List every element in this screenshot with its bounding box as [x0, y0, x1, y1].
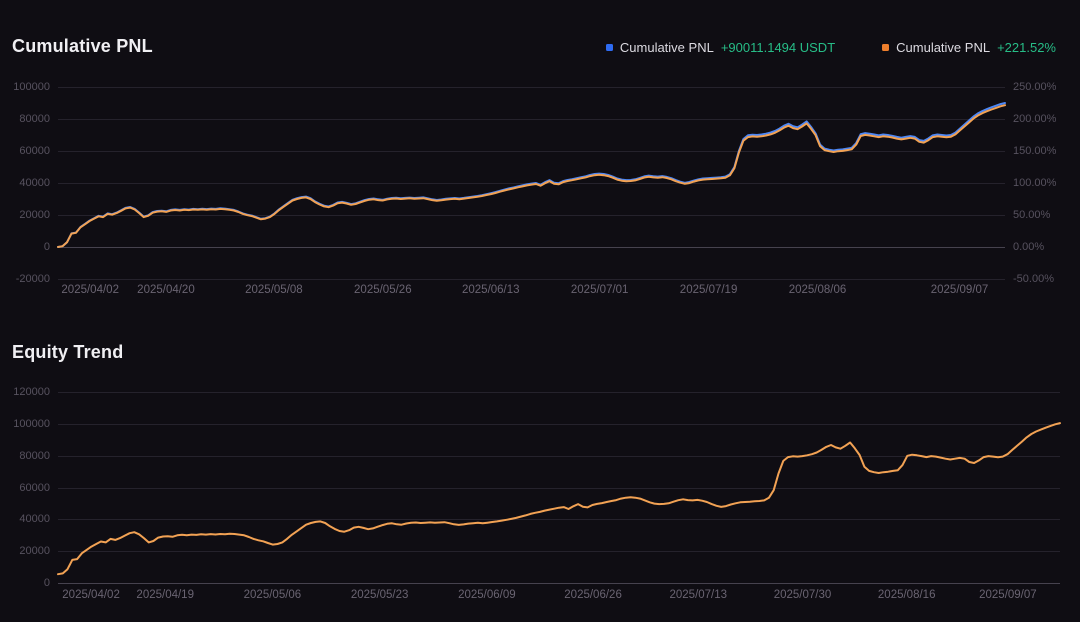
y-axis-tick-left: 40000 — [19, 176, 50, 189]
y-axis-tick-left: 100000 — [13, 417, 50, 430]
pnl-legend: Cumulative PNL +90011.1494 USDT Cumulati… — [605, 40, 1056, 55]
cumulative-pnl-plot-area[interactable] — [57, 87, 1006, 280]
x-axis-tick: 2025/08/06 — [788, 284, 847, 296]
legend-swatch-orange-icon — [882, 44, 890, 51]
y-axis-tick-left: 20000 — [19, 544, 50, 557]
legend-value-usdt: +90011.1494 USDT — [720, 40, 836, 55]
x-axis-tick: 2025/06/26 — [564, 589, 622, 601]
y-axis-tick-left: 60000 — [19, 144, 50, 157]
y-axis-tick-left: 0 — [43, 576, 50, 589]
y-axis-tick-left: 100000 — [13, 80, 50, 93]
y-axis-tick-right: 0.00% — [1013, 240, 1045, 253]
cumulative-pnl-percent-line — [57, 104, 1006, 248]
legend-item-pnl-usdt[interactable]: Cumulative PNL +90011.1494 USDT — [605, 40, 836, 55]
cumulative-pnl-usdt-line — [57, 102, 1006, 248]
y-axis-tick-right: 150.00% — [1013, 144, 1057, 157]
x-axis-tick: 2025/05/06 — [243, 589, 302, 601]
legend-item-pnl-percent[interactable]: Cumulative PNL +221.52% — [882, 40, 1056, 55]
y-axis-tick-left: 80000 — [19, 112, 50, 125]
legend-value-percent: +221.52% — [997, 40, 1056, 55]
x-axis-tick: 2025/07/01 — [570, 284, 629, 296]
equity-trend-plot-area[interactable] — [57, 392, 1061, 584]
y-axis-tick-left: 40000 — [19, 512, 50, 525]
y-axis-tick-right: 250.00% — [1013, 80, 1057, 93]
x-axis-tick: 2025/04/19 — [136, 589, 194, 601]
x-axis-tick: 2025/07/13 — [669, 589, 728, 601]
y-axis-tick-right: 100.00% — [1013, 176, 1057, 189]
x-axis-tick: 2025/09/07 — [979, 589, 1037, 601]
y-axis-tick-left: -20000 — [15, 272, 50, 285]
x-axis-tick: 2025/08/16 — [877, 589, 936, 601]
legend-swatch-blue-icon — [605, 44, 613, 51]
x-axis-tick: 2025/05/08 — [245, 284, 303, 296]
x-axis-tick: 2025/05/23 — [350, 589, 409, 601]
equity-trend-title: Equity Trend — [12, 342, 124, 362]
y-axis-tick-left: 120000 — [13, 385, 50, 398]
y-axis-tick-left: 80000 — [19, 449, 50, 462]
x-axis-tick: 2025/07/30 — [773, 589, 832, 601]
equity-line — [57, 422, 1061, 576]
y-axis-tick-right: 50.00% — [1013, 208, 1051, 221]
legend-label: Cumulative PNL — [619, 40, 714, 55]
y-axis-tick-right: 200.00% — [1013, 112, 1057, 125]
legend-label: Cumulative PNL — [896, 40, 991, 55]
x-axis-tick: 2025/07/19 — [679, 284, 738, 296]
y-axis-tick-left: 60000 — [19, 481, 50, 494]
cumulative-pnl-title: Cumulative PNL — [12, 36, 153, 56]
x-axis-tick: 2025/09/07 — [930, 284, 989, 296]
y-axis-tick-left: 0 — [43, 240, 50, 253]
y-axis-tick-left: 20000 — [19, 208, 50, 221]
x-axis-tick: 2025/06/13 — [461, 284, 520, 296]
y-axis-tick-right: -50.00% — [1013, 272, 1054, 285]
x-axis-tick: 2025/06/09 — [458, 589, 516, 601]
x-axis-tick: 2025/04/20 — [137, 284, 195, 296]
x-axis-tick: 2025/05/26 — [354, 284, 412, 296]
x-axis-tick: 2025/04/02 — [62, 589, 120, 601]
x-axis-tick: 2025/04/02 — [61, 284, 119, 296]
